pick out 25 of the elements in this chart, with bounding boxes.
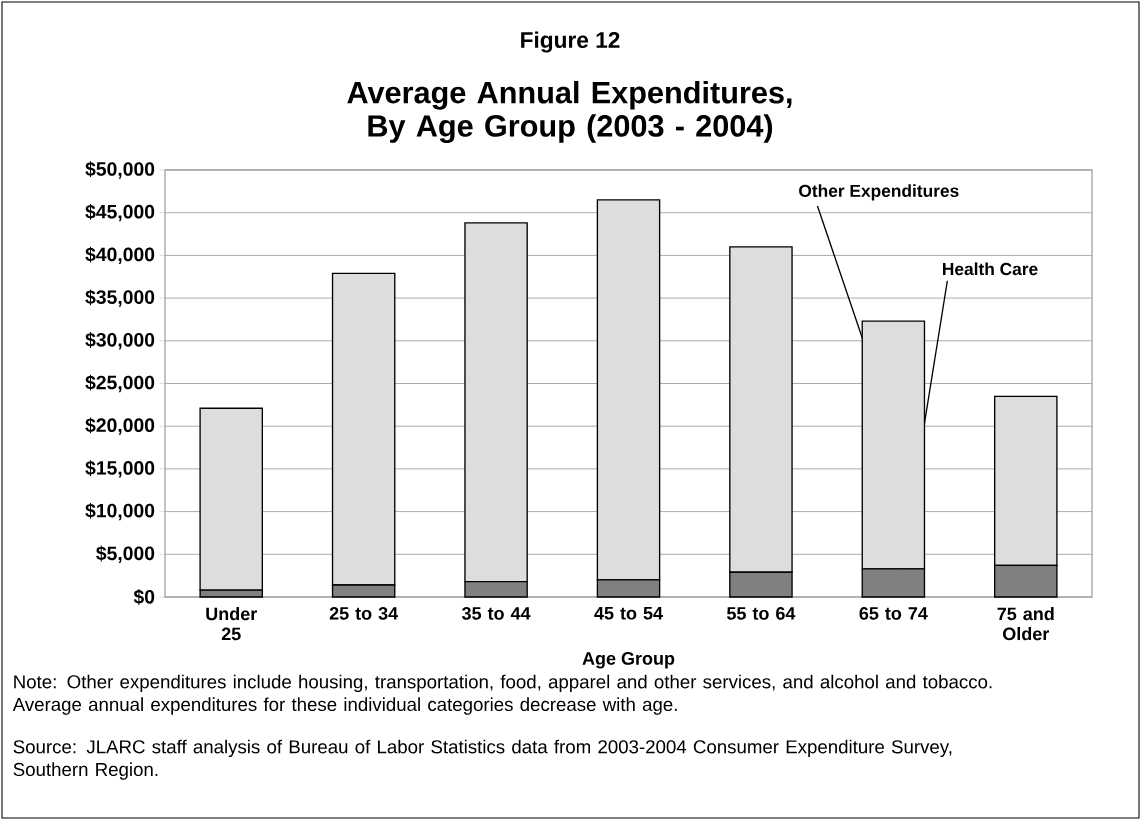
y-tick-label: $5,000 <box>96 545 155 563</box>
y-tick-label: $35,000 <box>85 289 155 307</box>
x-tick-label: 65 to 74 <box>859 607 928 620</box>
source-note: Source: JLARC staff analysis of Bureau of Labor Statistics data from 2003-2004 Consumer Expenditure Survey, Southern Region. <box>13 739 952 780</box>
x-axis-title: Age Group <box>582 652 675 669</box>
x-tick-label: 25 to 34 <box>329 607 399 620</box>
y-tick-label: $30,000 <box>85 332 155 350</box>
x-tick-label: 75 and Older <box>997 607 1054 641</box>
x-tick-label: 55 to 64 <box>726 607 796 620</box>
y-tick-label: $40,000 <box>85 246 155 265</box>
y-tick-label: $45,000 <box>85 204 155 222</box>
chart-subtitle: Average Annual Expenditures, By Age Group (2003 - 2004) <box>347 80 792 144</box>
chart-title: Figure 12 <box>521 31 620 53</box>
x-tick-label: Under 25 <box>206 607 257 641</box>
x-tick-label: 35 to 44 <box>461 607 531 620</box>
text: Health Care <box>943 262 1038 276</box>
y-tick-label: $50,000 <box>85 161 155 179</box>
y-tick-label: $15,000 <box>85 460 155 478</box>
y-tick-label: $0 <box>133 589 155 605</box>
y-tick-label: $10,000 <box>85 502 155 521</box>
y-tick-label: $25,000 <box>85 374 155 393</box>
text: Other Expenditures <box>799 184 959 201</box>
y-tick-label: $20,000 <box>85 417 155 435</box>
text: Note: Other expenditures include housing, transportation, food, apparel and other services, and alcohol and tobacco. Average annual expenditures for these individual categories decrease with age. <box>12 674 992 715</box>
x-tick-label: 45 to 54 <box>594 607 663 620</box>
